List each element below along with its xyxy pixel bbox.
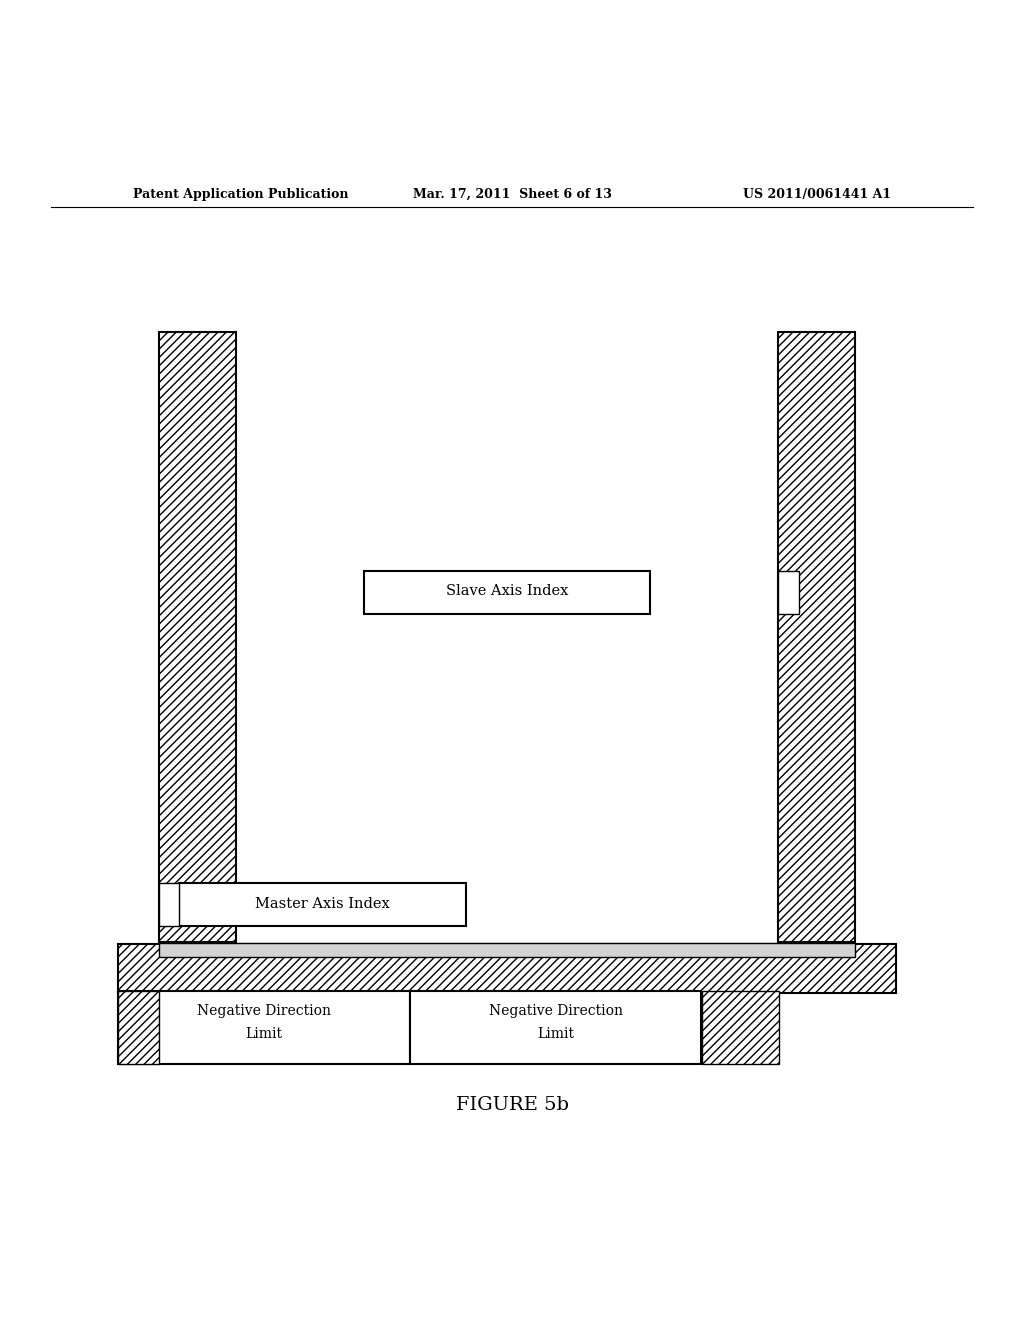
Bar — [364, 572, 650, 614]
Bar — [778, 333, 855, 941]
Text: Negative Direction: Negative Direction — [198, 1005, 331, 1018]
Bar — [118, 944, 896, 993]
Text: Slave Axis Index: Slave Axis Index — [445, 585, 568, 598]
Bar — [410, 991, 701, 1064]
Bar — [778, 572, 799, 614]
Text: Negative Direction: Negative Direction — [489, 1005, 623, 1018]
Bar — [159, 333, 236, 941]
Text: Master Axis Index: Master Axis Index — [255, 896, 390, 911]
Text: US 2011/0061441 A1: US 2011/0061441 A1 — [742, 187, 891, 201]
Text: Limit: Limit — [246, 1027, 283, 1040]
Text: FIGURE 5b: FIGURE 5b — [456, 1097, 568, 1114]
Bar — [159, 883, 179, 927]
Bar — [118, 991, 410, 1064]
Bar — [118, 991, 159, 1064]
Text: Limit: Limit — [538, 1027, 574, 1040]
Text: Mar. 17, 2011  Sheet 6 of 13: Mar. 17, 2011 Sheet 6 of 13 — [413, 187, 611, 201]
Text: Patent Application Publication: Patent Application Publication — [133, 187, 348, 201]
Bar — [179, 883, 466, 927]
Bar — [702, 991, 779, 1064]
Bar — [159, 942, 855, 957]
